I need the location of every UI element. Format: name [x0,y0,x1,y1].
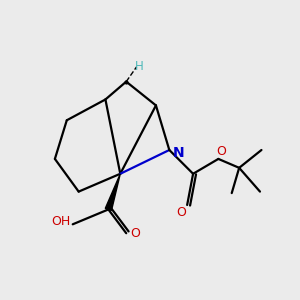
Text: N: N [172,146,184,160]
Text: O: O [130,227,140,240]
Text: H: H [135,60,144,73]
Text: O: O [216,145,226,158]
Text: OH: OH [51,215,70,228]
Polygon shape [105,174,120,211]
Text: O: O [176,206,186,219]
